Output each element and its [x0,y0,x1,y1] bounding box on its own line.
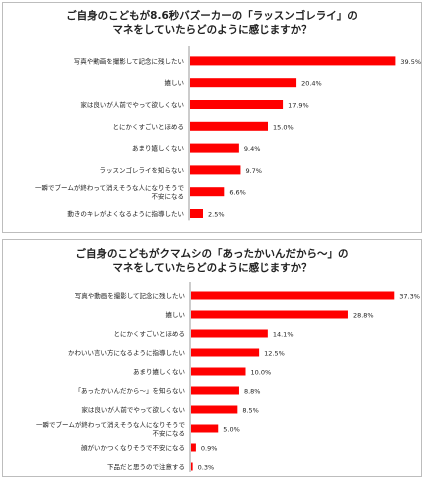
chart-1-category-label-1: 嬉しい [165,78,185,87]
chart-2-title-line1: ご自身のこどもがクマムシの「あったかいんだから～」の [75,248,349,260]
chart-2-value-label-2: 14.1% [273,331,294,339]
chart-2-category-label-4: あまり嬉しくない [133,367,185,376]
chart-1-bar-4 [190,143,239,153]
chart-2-title-line2: マネをしていたらどのように感じますか？ [112,262,312,274]
chart-2-value-label-5: 8.8% [244,388,261,396]
chart-1-value-label-1: 20.4% [301,80,322,88]
chart-1-value-label-4: 9.4% [244,145,261,153]
chart-2-category-label-1: 嬉しい [166,310,186,319]
chart-2-category-label-0: 写真や動画を撮影して記念に残したい [75,291,185,300]
chart-2-category-label-3: かわいい言い方になるように指導したい [68,348,185,357]
chart-2-plot: 37.3% 写真や動画を撮影して記念に残したい 28.8% 嬉しい 14.1% とにかくす… [36,282,420,472]
chart-2-category-label-8: 顔がいかつくなりそうで不安になる [81,443,185,452]
chart-1-bar-0 [190,56,396,66]
chart-2-value-label-1: 28.8% [353,312,374,320]
chart-2-category-label-2: とにかくすごいとほめる [114,329,186,338]
chart-1-title-line1: ご自身のこどもが8.6秒バズーカーの「ラッスンゴレライ」の [66,10,358,22]
chart-2-value-label-6: 8.5% [242,407,259,415]
chart-1-value-label-6: 6.6% [229,189,246,197]
chart-2-bar-1 [191,310,348,319]
chart-2-category-label-7: 一瞬でブームが終わって消えそうな人になりそうで不安になる [36,420,185,438]
chart-2-value-label-3: 12.5% [264,350,285,358]
chart-panel-1: ご自身のこどもが8.6秒バズーカーの「ラッスンゴレライ」の マネをしていたらどの… [2,2,422,233]
chart-1-category-label-0: 写真や動画を撮影して記念に残したい [74,56,184,65]
chart-1-value-label-5: 9.7% [245,167,262,175]
chart-2-bar-7 [191,424,219,433]
chart-2-title: ご自身のこどもがクマムシの「あったかいんだから～」の マネをしていたらどのように… [3,247,421,275]
chart-1-value-label-3: 15.0% [273,123,294,131]
chart-1-bar-6 [190,187,225,197]
chart-1-category-label-2: 家は良いが人前でやって欲しくない [80,100,184,109]
chart-2-bar-8 [191,443,196,452]
chart-2-bar-6 [191,405,238,414]
chart-2-value-label-0: 37.3% [399,293,420,301]
chart-2-bar-3 [191,348,260,357]
chart-2-category-label-9: 下品だと思うので注意する [107,462,185,471]
chart-1-plot: 39.5% 写真や動画を撮影して記念に残したい 20.4% 嬉しい 17.9% 家は良いが… [35,46,421,221]
chart-2-value-label-8: 0.9% [201,445,218,453]
chart-1-title-line2: マネをしていたらどのように感じますか？ [112,24,312,36]
chart-1-bar-5 [190,165,241,175]
chart-1-value-label-2: 17.9% [288,102,309,110]
chart-1-bar-2 [190,100,284,109]
chart-1-value-label-0: 39.5% [400,58,421,66]
chart-1-bar-7 [190,209,203,218]
chart-2-category-label-5: 「あったかいんだから～」を知らない [75,386,186,395]
chart-1-bar-1 [190,78,297,88]
chart-1-title: ご自身のこどもが8.6秒バズーカーの「ラッスンゴレライ」の マネをしていたらどの… [3,9,421,37]
chart-1-category-label-3: とにかくすごいとほめる [113,122,185,131]
chart-2-bar-2 [191,329,268,338]
chart-2-bar-4 [191,367,246,376]
chart-2-value-label-7: 5.0% [223,426,240,434]
chart-1-category-label-7: 動きのキレがよくなるように指導したい [67,209,184,218]
chart-1-category-label-5: ラッスンゴレライを知らない [100,165,185,174]
chart-1-value-label-7: 2.5% [208,211,225,219]
chart-2-value-label-4: 10.0% [251,369,272,377]
chart-2-category-label-6: 家は良いが人前でやって欲しくない [81,405,185,414]
chart-2-value-label-9: 0.3% [198,464,215,472]
chart-1-bar-3 [190,121,268,131]
chart-2-bar-9 [191,462,193,471]
chart-1-category-label-4: あまり嬉しくない [132,144,184,153]
chart-2-bar-0 [191,291,395,300]
chart-2-bar-5 [191,386,239,395]
chart-1-category-label-6: 一瞬でブームが終わって消えそうな人になりそうで不安になる [35,183,184,201]
chart-panel-2: ご自身のこどもがクマムシの「あったかいんだから～」の マネをしていたらどのように… [2,239,422,477]
